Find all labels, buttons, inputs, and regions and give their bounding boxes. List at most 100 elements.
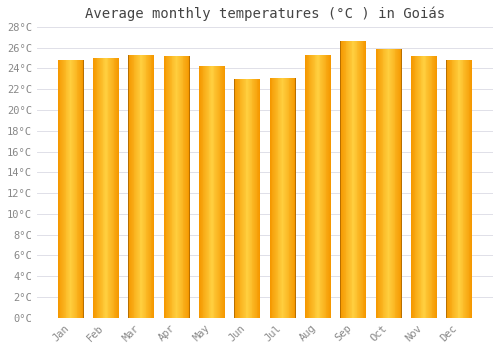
Bar	[211, 66, 212, 318]
Bar	[210, 66, 211, 318]
Bar	[364, 41, 365, 318]
Bar	[384, 49, 385, 318]
Bar	[181, 56, 182, 318]
Bar	[254, 79, 255, 318]
Bar	[458, 60, 459, 318]
Bar	[255, 79, 256, 318]
Bar	[380, 49, 381, 318]
Bar	[250, 79, 252, 318]
Bar	[411, 56, 412, 318]
Bar	[93, 58, 94, 318]
Bar	[236, 79, 237, 318]
Bar	[168, 56, 169, 318]
Bar	[446, 60, 472, 318]
Bar	[422, 56, 423, 318]
Bar	[185, 56, 186, 318]
Bar	[112, 58, 114, 318]
Bar	[452, 60, 454, 318]
Bar	[136, 55, 137, 318]
Bar	[80, 60, 81, 318]
Bar	[284, 78, 285, 318]
Bar	[450, 60, 451, 318]
Bar	[216, 66, 217, 318]
Bar	[164, 56, 190, 318]
Bar	[170, 56, 172, 318]
Bar	[172, 56, 173, 318]
Bar	[308, 55, 310, 318]
Bar	[456, 60, 458, 318]
Bar	[292, 78, 293, 318]
Bar	[414, 56, 416, 318]
Bar	[63, 60, 64, 318]
Bar	[74, 60, 75, 318]
Bar	[382, 49, 384, 318]
Bar	[355, 41, 356, 318]
Bar	[68, 60, 69, 318]
Bar	[212, 66, 213, 318]
Bar	[432, 56, 433, 318]
Bar	[314, 55, 316, 318]
Bar	[352, 41, 354, 318]
Bar	[420, 56, 422, 318]
Bar	[428, 56, 429, 318]
Bar	[234, 79, 260, 318]
Bar	[324, 55, 326, 318]
Bar	[153, 55, 154, 318]
Bar	[164, 56, 166, 318]
Bar	[174, 56, 175, 318]
Bar	[433, 56, 434, 318]
Bar	[361, 41, 362, 318]
Bar	[67, 60, 68, 318]
Bar	[95, 58, 96, 318]
Bar	[340, 41, 366, 318]
Bar	[62, 60, 63, 318]
Bar	[340, 41, 342, 318]
Bar	[138, 55, 140, 318]
Bar	[470, 60, 471, 318]
Bar	[430, 56, 432, 318]
Bar	[426, 56, 428, 318]
Bar	[104, 58, 105, 318]
Bar	[294, 78, 296, 318]
Bar	[96, 58, 98, 318]
Bar	[396, 49, 397, 318]
Bar	[460, 60, 461, 318]
Bar	[434, 56, 435, 318]
Bar	[148, 55, 149, 318]
Bar	[412, 56, 413, 318]
Bar	[82, 60, 84, 318]
Bar	[391, 49, 392, 318]
Bar	[205, 66, 206, 318]
Bar	[394, 49, 396, 318]
Bar	[286, 78, 287, 318]
Bar	[243, 79, 244, 318]
Bar	[222, 66, 223, 318]
Bar	[342, 41, 343, 318]
Bar	[328, 55, 329, 318]
Bar	[130, 55, 131, 318]
Bar	[416, 56, 417, 318]
Bar	[425, 56, 426, 318]
Bar	[359, 41, 360, 318]
Bar	[362, 41, 364, 318]
Bar	[287, 78, 288, 318]
Bar	[60, 60, 62, 318]
Bar	[392, 49, 393, 318]
Bar	[311, 55, 312, 318]
Bar	[307, 55, 308, 318]
Bar	[100, 58, 101, 318]
Bar	[387, 49, 388, 318]
Bar	[349, 41, 350, 318]
Bar	[213, 66, 214, 318]
Bar	[252, 79, 253, 318]
Bar	[101, 58, 102, 318]
Bar	[149, 55, 150, 318]
Bar	[323, 55, 324, 318]
Bar	[417, 56, 418, 318]
Bar	[272, 78, 274, 318]
Bar	[248, 79, 249, 318]
Bar	[180, 56, 181, 318]
Bar	[385, 49, 386, 318]
Bar	[468, 60, 469, 318]
Bar	[99, 58, 100, 318]
